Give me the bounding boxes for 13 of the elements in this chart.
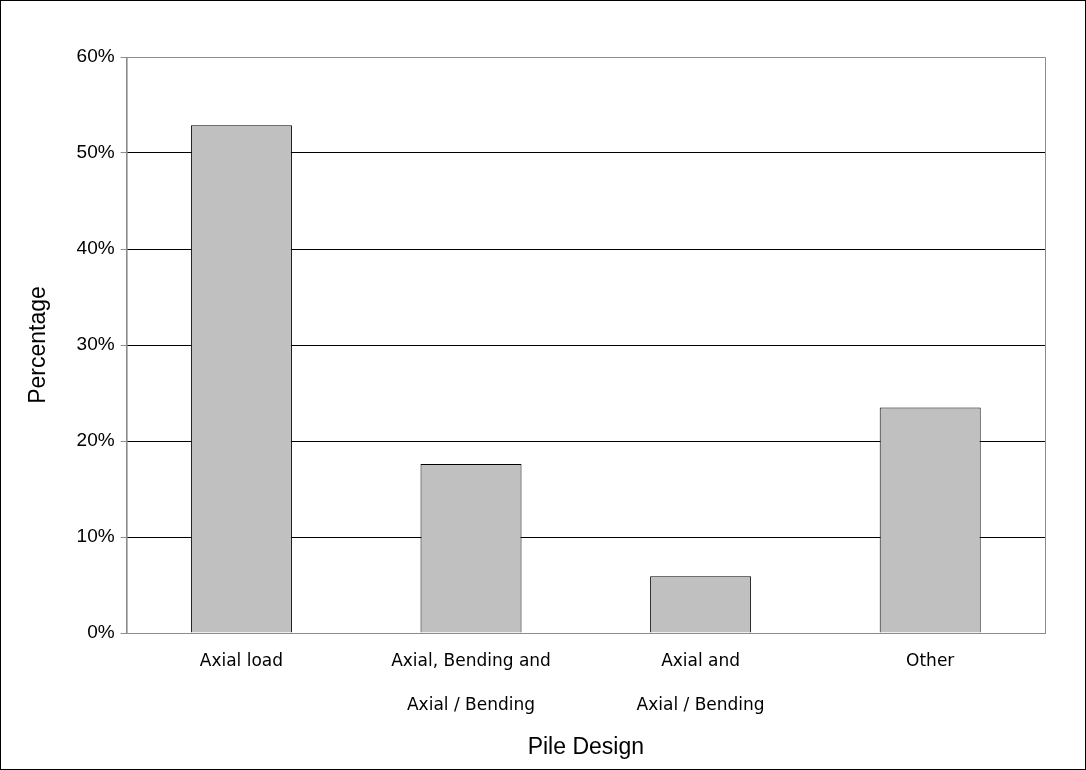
y-tick-label: 30% [76, 333, 115, 355]
category-label: Axial, Bending and Axial / Bending [391, 649, 551, 714]
x-axis-title: Pile Design [527, 732, 644, 759]
y-tick-label: 20% [76, 429, 115, 451]
y-tick-label: 60% [76, 45, 115, 67]
y-axis-title: Percentage [24, 286, 51, 404]
y-tick-label: 40% [76, 237, 115, 259]
x-tick-label: Axial load [199, 649, 284, 670]
y-tick-label: 10% [76, 525, 115, 547]
y-tick-label: 0% [87, 621, 115, 643]
category-label: Axial and Axial / Bending [636, 649, 765, 714]
y-tick-label: 50% [76, 141, 115, 163]
x-tick-label: Other [906, 649, 955, 670]
